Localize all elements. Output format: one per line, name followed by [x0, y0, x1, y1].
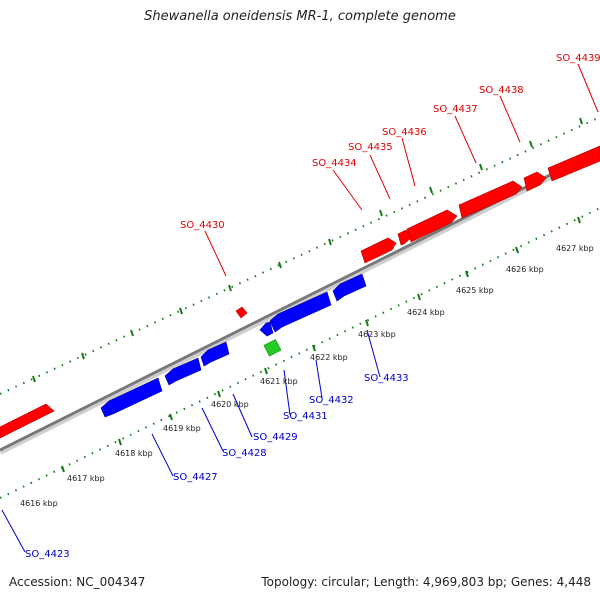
map-title: Shewanella oneidensis MR-1, complete gen… — [144, 9, 456, 24]
gene-label: SO_4439 — [556, 53, 600, 64]
reverse-labels: SO_4423 SO_4427 SO_4428 SO_4429 SO_4431 … — [25, 373, 409, 560]
gene-label: SO_4429 — [253, 432, 298, 443]
gene-so-4437 — [458, 180, 523, 219]
gene-label: SO_4427 — [173, 472, 218, 483]
tick-label: 4620 kbp — [211, 400, 249, 409]
tick-label: 4623 kbp — [358, 330, 396, 339]
reverse-genes — [100, 273, 367, 418]
forward-leaders — [204, 63, 599, 277]
tick-label: 4619 kbp — [163, 424, 201, 433]
gene-so-4436 — [406, 209, 458, 243]
gene-label: SO_4423 — [25, 549, 70, 560]
upper-tick-track — [0, 116, 600, 395]
gene-so-4433 — [332, 273, 367, 302]
gene-left-forward — [0, 403, 55, 439]
tick-label: 4626 kbp — [506, 265, 544, 274]
gene-so-4431 — [259, 321, 274, 337]
gene-other-green — [263, 339, 282, 357]
gene-so-4438 — [523, 171, 547, 192]
upper-major-ticks — [32, 117, 583, 383]
tick-label: 4618 kbp — [115, 449, 153, 458]
reverse-leaders — [1, 329, 381, 553]
tick-label: 4625 kbp — [456, 286, 494, 295]
gene-label: SO_4438 — [479, 85, 524, 96]
gene-label: SO_4436 — [382, 127, 427, 138]
tick-label: 4621 kbp — [260, 377, 298, 386]
gene-label: SO_4432 — [309, 395, 354, 406]
lower-tick-track — [0, 207, 600, 499]
gene-so-4427 — [100, 377, 163, 418]
genome-summary: Topology: circular; Length: 4,969,803 bp… — [261, 575, 591, 589]
tick-label: 4616 kbp — [20, 499, 58, 508]
forward-genes — [0, 145, 600, 439]
forward-labels: SO_4430 SO_4434 SO_4435 SO_4436 SO_4437 … — [180, 53, 600, 231]
gene-label: SO_4435 — [348, 142, 393, 153]
backbone-shadow — [0, 149, 600, 455]
gene-label: SO_4428 — [222, 448, 267, 459]
lower-major-ticks — [61, 216, 581, 473]
tick-label: 4627 kbp — [556, 244, 594, 253]
gene-so-4434 — [360, 237, 397, 264]
gene-so-4428 — [164, 357, 202, 386]
gene-label: SO_4433 — [364, 373, 409, 384]
gene-so-4439 — [547, 145, 600, 182]
tick-label: 4624 kbp — [407, 308, 445, 317]
tick-labels: 4616 kbp 4617 kbp 4618 kbp 4619 kbp 4620… — [20, 244, 594, 508]
gene-label: SO_4434 — [312, 158, 357, 169]
gene-label: SO_4430 — [180, 220, 225, 231]
gene-so-4429 — [200, 341, 230, 367]
accession-label: Accession: NC_004347 — [9, 575, 146, 589]
gene-so-4432 — [269, 291, 332, 333]
tick-label: 4617 kbp — [67, 474, 105, 483]
tick-label: 4622 kbp — [310, 353, 348, 362]
gene-so-4430 — [235, 306, 248, 319]
gene-label: SO_4431 — [283, 411, 328, 422]
gene-label: SO_4437 — [433, 104, 478, 115]
